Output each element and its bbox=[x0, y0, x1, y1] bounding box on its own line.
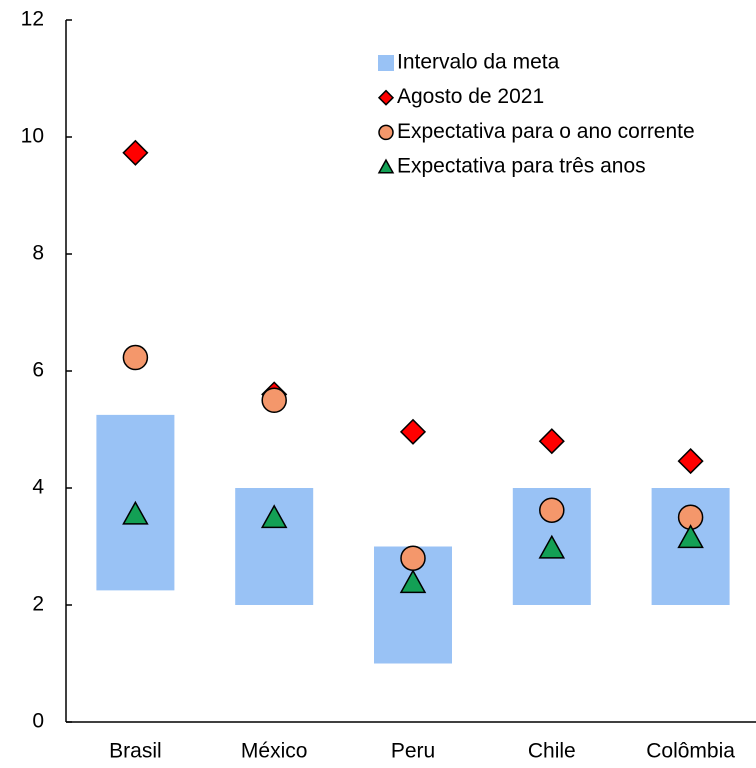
legend-label: Intervalo da meta bbox=[397, 51, 560, 74]
circle-marker bbox=[539, 497, 565, 523]
y-tick-label: 8 bbox=[32, 242, 44, 265]
legend-marker bbox=[377, 89, 395, 106]
y-tick-label: 4 bbox=[32, 476, 44, 499]
circle-marker bbox=[122, 344, 149, 371]
y-tick-label: 10 bbox=[21, 125, 44, 148]
y-tick-label: 12 bbox=[21, 8, 44, 31]
y-tick-label: 0 bbox=[32, 710, 44, 733]
legend-marker bbox=[377, 158, 395, 174]
legend-label: Expectativa para três anos bbox=[397, 155, 646, 178]
circle-marker bbox=[400, 545, 426, 571]
triangle-marker bbox=[538, 534, 566, 559]
y-tick-label: 6 bbox=[32, 359, 44, 382]
x-tick-label: Peru bbox=[391, 740, 435, 763]
triangle-marker bbox=[260, 504, 288, 529]
x-tick-label: Brasil bbox=[109, 740, 162, 763]
x-tick-label: Colômbia bbox=[646, 740, 735, 763]
diamond-marker bbox=[122, 139, 149, 166]
y-tick-label: 2 bbox=[32, 593, 44, 616]
legend-marker bbox=[378, 55, 394, 71]
x-tick-label: México bbox=[241, 740, 308, 763]
legend-marker bbox=[378, 124, 394, 141]
diamond-marker bbox=[677, 448, 704, 475]
triangle-marker bbox=[677, 524, 704, 549]
diamond-marker bbox=[399, 418, 427, 445]
x-tick-label: Chile bbox=[528, 740, 576, 763]
triangle-marker bbox=[122, 500, 149, 525]
triangle-marker bbox=[399, 569, 427, 594]
legend-label: Expectativa para o ano corrente bbox=[397, 120, 695, 143]
circle-marker bbox=[261, 387, 287, 413]
legend-label: Agosto de 2021 bbox=[397, 85, 544, 108]
diamond-marker bbox=[538, 428, 565, 455]
